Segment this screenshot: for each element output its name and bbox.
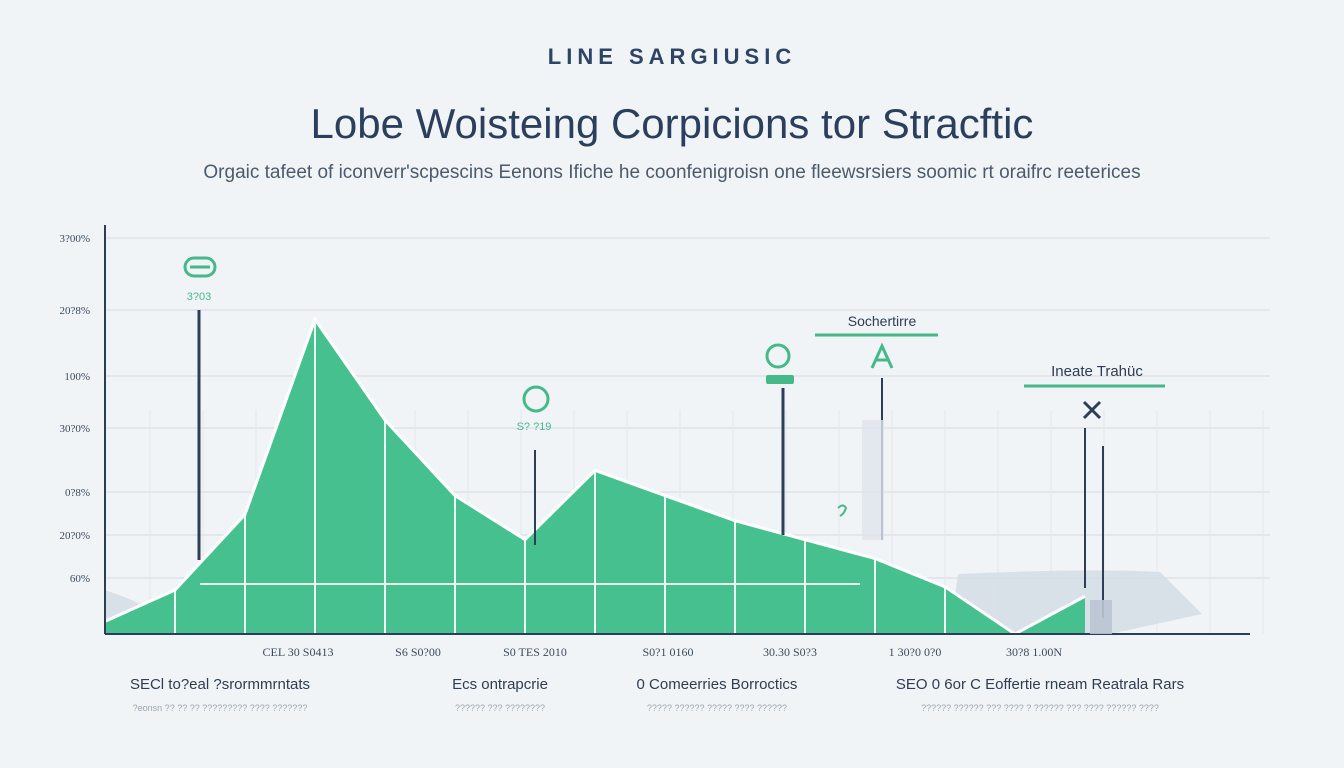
x-tick-label: 30.30 S0?3: [763, 645, 817, 659]
user-icon: [765, 343, 791, 369]
y-tick-label: 20?8%: [59, 305, 90, 317]
annotation-label: Ineate Trahüc: [1051, 363, 1143, 380]
footer-item-4: SEO 0 6or C Eoffertie rneam Reatrala Rar…: [880, 676, 1200, 713]
y-tick-label: 20?0%: [59, 530, 90, 542]
x-tick-label: S0 TES 2010: [503, 645, 567, 659]
footer-item-subtext: ?????? ??? ????????: [454, 703, 546, 713]
footer-item-2: Ecs ontrapcrie ?????? ??? ????????: [395, 676, 605, 713]
footer-item-heading: Ecs ontrapcrie: [452, 676, 548, 693]
y-tick-label: 100%: [64, 371, 90, 383]
circle-icon: [522, 385, 550, 413]
x-tick-label: 30?8 1.00N: [1006, 645, 1062, 659]
x-tick-label: S0?1 0160: [643, 645, 694, 659]
close-icon: [1082, 400, 1102, 420]
footer-item-subtext: ?eonsn ?? ?? ?? ????????? ???? ???????: [132, 703, 308, 713]
y-tick-label: 3?00%: [59, 233, 90, 245]
pill-icon: [183, 256, 217, 278]
x-tick-label: CEL 30 S0413: [263, 645, 334, 659]
annotation-value: 3?03: [187, 291, 211, 303]
annotation-label: Sochertirre: [848, 313, 917, 329]
footer-item-heading: SECl to?eal ?srormmrntats: [129, 676, 311, 693]
footer-item-subtext: ?????? ?????? ??? ???? ? ?????? ??? ????…: [921, 703, 1159, 713]
y-tick-label: 0?8%: [65, 487, 90, 499]
footer-item-3: 0 Comeerries Borroctics ????? ?????? ???…: [612, 676, 822, 713]
chart-canvas: 3?00% 20?8% 100% 30?0% 0?8% 20?0% 60% CEL 30 S0…: [59, 225, 1270, 659]
x-tick-label: 1 30?0 0?0: [889, 645, 942, 659]
footer-item-1: SECl to?eal ?srormmrntats ?eonsn ?? ?? ?…: [95, 676, 345, 713]
footer-item-subtext: ????? ?????? ????? ???? ??????: [646, 703, 788, 713]
small-icon: [837, 504, 848, 517]
chart-subtitle: Orgaic tafeet of iconverr'scpescins Eeno…: [203, 162, 1141, 183]
marker-shadow: [1090, 600, 1112, 634]
user-icon-base: [766, 375, 794, 384]
annotation-value: S? ?19: [517, 421, 552, 433]
chart-eyebrow: LINE SARGIUSIC: [547, 44, 797, 69]
arrow-up-icon: [870, 342, 894, 369]
footer-item-heading: SEO 0 6or C Eoffertie rneam Reatrala Rar…: [895, 676, 1185, 693]
x-tick-label: S6 S0?00: [395, 645, 441, 659]
chart-title: Lobe Woisteing Corpicions tor Stracftic: [310, 100, 1034, 147]
footer-item-heading: 0 Comeerries Borroctics: [636, 676, 798, 693]
y-tick-label: 30?0%: [59, 423, 90, 435]
marker-shadow: [862, 420, 884, 540]
y-tick-label: 60%: [70, 573, 90, 585]
